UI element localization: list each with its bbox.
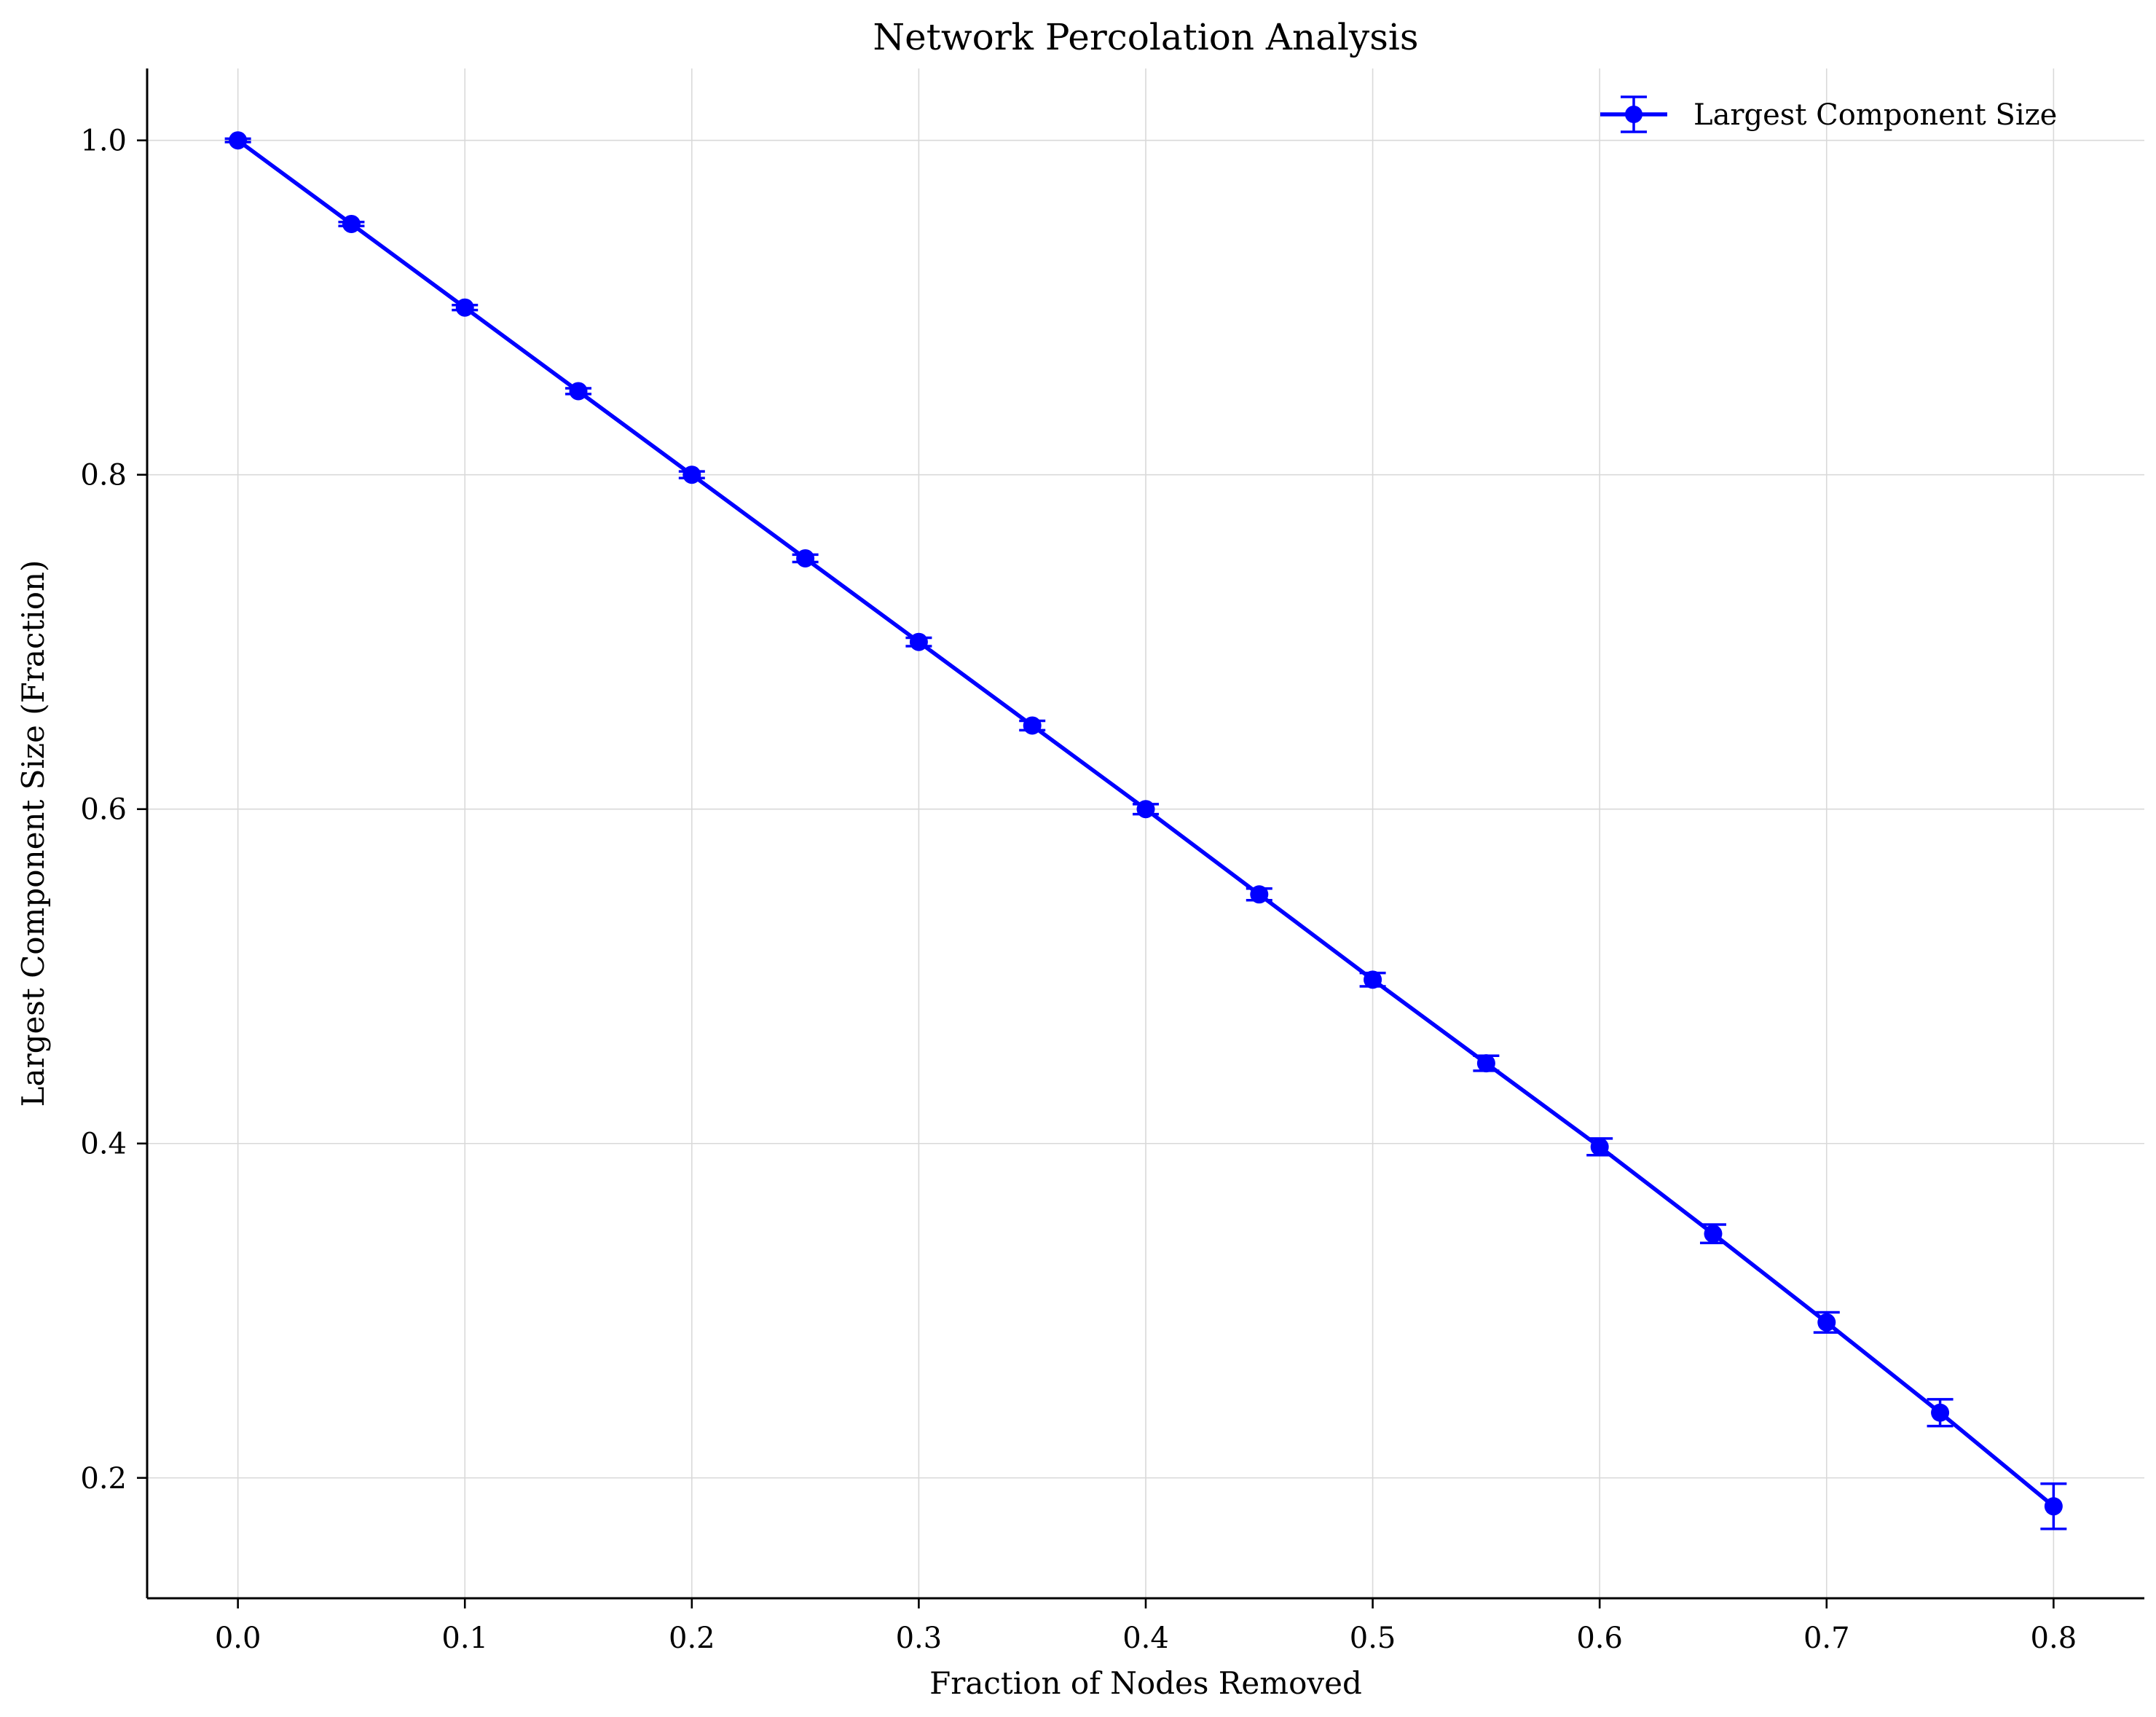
x-tick-label: 0.8 bbox=[2031, 1622, 2077, 1655]
data-point bbox=[229, 131, 248, 150]
data-point bbox=[1704, 1225, 1723, 1243]
data-point bbox=[682, 465, 701, 484]
data-point bbox=[569, 382, 588, 401]
legend-marker-sample bbox=[1625, 106, 1642, 123]
y-tick-label: 1.0 bbox=[80, 125, 127, 158]
data-point bbox=[1136, 800, 1155, 819]
data-point bbox=[342, 214, 361, 233]
data-point bbox=[1250, 885, 1269, 904]
x-tick-label: 0.7 bbox=[1803, 1622, 1850, 1655]
x-tick-label: 0.6 bbox=[1576, 1622, 1623, 1655]
data-point bbox=[1817, 1313, 1836, 1332]
x-tick-label: 0.5 bbox=[1350, 1622, 1396, 1655]
series bbox=[224, 131, 2067, 1531]
y-tick-label: 0.6 bbox=[80, 793, 127, 827]
legend: Largest Component Size bbox=[1600, 95, 2057, 133]
x-tick-label: 0.2 bbox=[669, 1622, 715, 1655]
data-point bbox=[1364, 970, 1382, 989]
x-tick-label: 0.4 bbox=[1122, 1622, 1169, 1655]
y-tick-label: 0.2 bbox=[80, 1462, 127, 1496]
x-axis-title: Fraction of Nodes Removed bbox=[929, 1665, 1362, 1701]
x-tick-label: 0.1 bbox=[441, 1622, 488, 1655]
data-point bbox=[455, 298, 474, 317]
data-point bbox=[1476, 1054, 1495, 1073]
data-point bbox=[796, 549, 815, 567]
ticks: 0.0 0.1 0.2 0.3 0.4 0.5 0.6 0.7 0.8 0.2 0.4 0.6 0.8 1… bbox=[80, 125, 2077, 1655]
chart-title: Network Percolation Analysis bbox=[873, 16, 1418, 58]
data-point bbox=[1931, 1403, 1950, 1422]
data-point bbox=[909, 632, 928, 651]
data-point bbox=[1590, 1137, 1609, 1156]
x-tick-label: 0.0 bbox=[215, 1622, 261, 1655]
y-axis-title: Largest Component Size (Fraction) bbox=[15, 560, 51, 1107]
legend-label: Largest Component Size bbox=[1693, 98, 2057, 132]
y-tick-label: 0.8 bbox=[80, 459, 127, 492]
grid bbox=[147, 68, 2144, 1598]
x-tick-label: 0.3 bbox=[896, 1622, 943, 1655]
y-tick-label: 0.4 bbox=[80, 1128, 127, 1161]
data-point bbox=[1023, 716, 1042, 735]
data-point bbox=[2044, 1497, 2063, 1516]
